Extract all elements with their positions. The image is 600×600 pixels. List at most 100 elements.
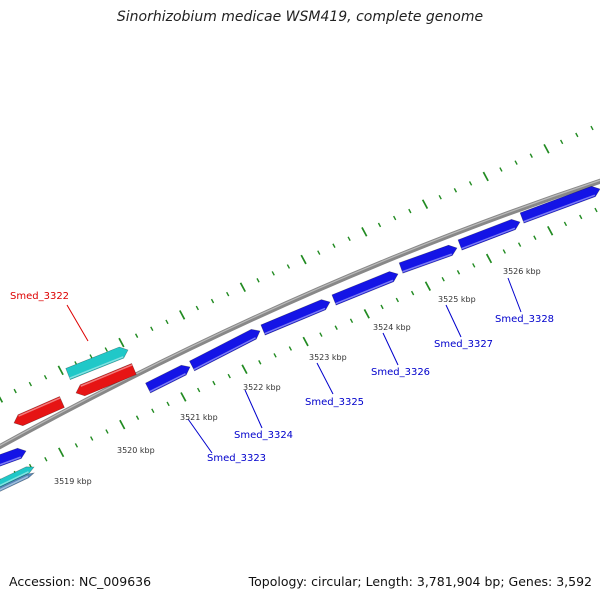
rna-feature-arrow xyxy=(65,346,129,380)
forward-cds-smed-3325-arrow xyxy=(331,271,399,306)
gc-outer-tick xyxy=(529,153,533,158)
gc-inner-tick xyxy=(517,242,522,247)
gc-outer-tick xyxy=(559,139,564,145)
gc-inner-tick xyxy=(502,249,506,254)
gene-leader-line xyxy=(382,332,399,366)
gc-outer-tick xyxy=(13,388,17,394)
label-leaders xyxy=(66,277,522,454)
gene-labels: Smed_3322 Smed_3323 Smed_3324 Smed_3325 Smed… xyxy=(10,291,554,464)
gc-inner-tick xyxy=(105,429,109,434)
gc-outer-tick xyxy=(300,254,307,265)
gc-skew-inner-track xyxy=(0,207,598,485)
gc-inner-tick xyxy=(302,336,309,347)
gc-inner-tick xyxy=(349,318,354,324)
gc-outer-tick xyxy=(89,354,93,359)
gc-outer-tick xyxy=(150,326,154,332)
gc-skew-outer-track xyxy=(0,125,594,403)
gc-outer-tick xyxy=(256,278,260,283)
gc-outer-tick xyxy=(0,396,4,403)
ruler-label: 3519 kbp xyxy=(54,477,92,486)
gc-outer-tick xyxy=(377,222,382,228)
gene-leader-line xyxy=(507,277,522,313)
backbone-highlight xyxy=(0,179,600,447)
gc-inner-tick xyxy=(74,443,79,448)
gc-inner-tick xyxy=(180,392,187,402)
gc-outer-tick xyxy=(195,305,199,311)
gc-outer-tick xyxy=(271,271,275,276)
gene-label: Smed_3326 xyxy=(371,367,430,378)
gc-inner-tick xyxy=(135,415,140,420)
gc-inner-tick xyxy=(288,346,293,351)
gc-outer-tick xyxy=(104,347,108,352)
accession-text: Accession: NC_009636 xyxy=(9,574,152,589)
ruler-label: 3525 kbp xyxy=(438,295,476,304)
feature-track xyxy=(0,185,600,492)
gene-label: Smed_3324 xyxy=(234,430,293,441)
gc-inner-tick xyxy=(90,436,94,441)
gc-outer-tick xyxy=(43,374,48,380)
gc-outer-tick xyxy=(210,298,215,304)
gene-label: Smed_3323 xyxy=(207,453,266,464)
gc-inner-tick xyxy=(227,373,231,379)
gc-inner-tick xyxy=(241,364,248,375)
gc-outer-tick xyxy=(361,227,368,237)
gc-inner-tick xyxy=(212,380,216,386)
forward-cds-smed-3328-arrow xyxy=(519,185,600,224)
gc-outer-tick xyxy=(179,310,186,320)
gc-inner-tick xyxy=(166,401,170,407)
gc-inner-tick xyxy=(151,408,155,414)
ruler-labels: 3519 kbp 3520 kbp 3521 kbp 3522 kbp 3523 kbp… xyxy=(54,267,541,486)
gc-outer-tick xyxy=(408,208,412,214)
genome-backbone xyxy=(0,178,600,450)
gene-label: Smed_3322 xyxy=(10,291,69,302)
gc-outer-tick xyxy=(468,181,473,186)
gc-outer-tick xyxy=(317,250,321,255)
gc-outer-tick xyxy=(421,199,429,209)
gc-outer-tick xyxy=(286,264,291,269)
forward-cds-smed-3322-adjacent-arrow xyxy=(145,364,191,394)
gc-inner-tick xyxy=(456,270,461,275)
gene-leader-line xyxy=(244,389,263,429)
gc-inner-tick xyxy=(58,447,65,458)
gc-inner-tick xyxy=(273,353,277,358)
gc-outer-tick xyxy=(543,143,550,154)
gc-inner-tick xyxy=(380,304,384,310)
genome-summary: Topology: circular; Length: 3,781,904 bp… xyxy=(248,574,592,589)
ruler-label: 3521 kbp xyxy=(180,413,218,422)
forward-cds-smed-3326-arrow xyxy=(398,244,458,274)
gene-leader-line xyxy=(66,304,89,342)
gene-leader-line xyxy=(445,304,462,338)
forward-cds-smed-3324-arrow xyxy=(260,299,331,336)
gc-outer-tick xyxy=(332,243,336,248)
gc-inner-tick xyxy=(547,225,554,236)
gc-outer-tick xyxy=(438,194,442,200)
gc-outer-tick xyxy=(239,282,246,293)
gene-label: Smed_3328 xyxy=(495,314,554,325)
gc-outer-tick xyxy=(514,160,518,165)
gc-inner-tick xyxy=(563,221,568,227)
gc-inner-tick xyxy=(197,387,201,393)
gene-leader-line xyxy=(187,418,213,454)
gc-inner-tick xyxy=(533,235,537,240)
gc-outer-tick xyxy=(393,215,397,221)
forward-cds-left-arrow xyxy=(0,447,27,467)
ruler-label: 3524 kbp xyxy=(373,323,411,332)
gc-inner-tick xyxy=(119,419,126,430)
gc-outer-tick xyxy=(453,188,458,193)
ruler-label: 3523 kbp xyxy=(309,353,347,362)
gc-inner-tick xyxy=(472,263,476,268)
gc-outer-tick xyxy=(575,132,579,138)
misc-feature-left-arrow xyxy=(0,472,35,492)
gc-inner-tick xyxy=(395,297,399,303)
gc-inner-tick xyxy=(319,332,323,337)
gc-inner-tick xyxy=(594,207,598,213)
reverse-cds-left-arrow xyxy=(13,396,65,427)
map-title: Sinorhizobium medicae WSM419, complete g… xyxy=(116,9,484,25)
gc-inner-tick xyxy=(410,290,415,296)
gene-leader-line xyxy=(316,362,334,395)
gc-inner-tick xyxy=(485,253,493,264)
gc-outer-tick xyxy=(590,125,594,131)
forward-cds-smed-3323-arrow xyxy=(189,328,261,372)
gc-outer-tick xyxy=(499,167,503,172)
